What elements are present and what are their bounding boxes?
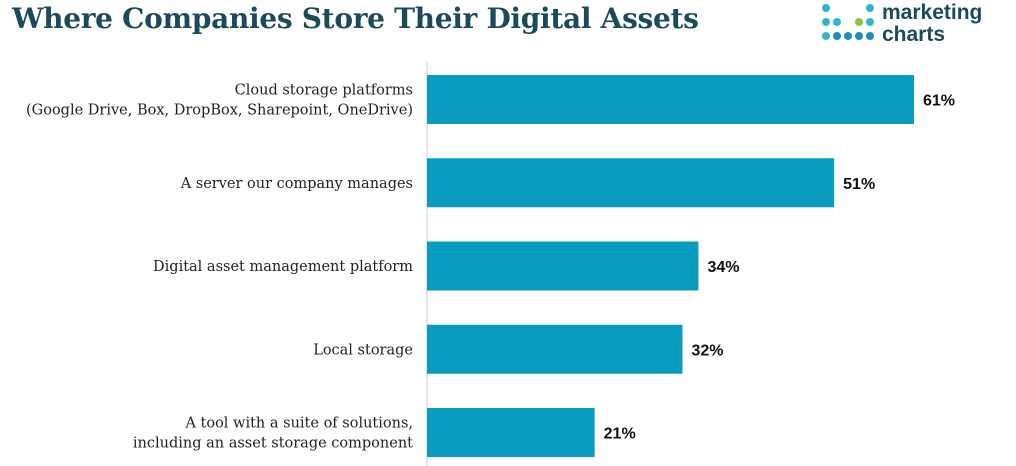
category-label: Cloud storage platforms (Google Drive, Bo… [26, 83, 413, 119]
logo-dot [844, 32, 852, 40]
category-label: Local storage [313, 342, 413, 358]
bar [427, 158, 835, 208]
category-label: Digital asset management platform [153, 259, 413, 275]
data-label: 32% [691, 342, 723, 359]
bar [427, 75, 914, 124]
marketingcharts-logo: marketing charts [820, 2, 1010, 50]
logo-dot [866, 4, 874, 12]
logo-dot [833, 32, 841, 40]
logo-dots-icon [822, 4, 874, 40]
category-label: A tool with a suite of solutions, includi… [133, 416, 413, 452]
bar [427, 408, 595, 457]
logo-dot [833, 18, 841, 26]
logo-text-line2: charts [882, 23, 946, 46]
bar [427, 324, 683, 374]
bar [427, 241, 699, 291]
chart-title: Where Companies Store Their Digital Asse… [12, 2, 699, 35]
data-label: 51% [843, 176, 875, 193]
data-label: 34% [707, 259, 739, 276]
data-label: 21% [604, 426, 636, 443]
logo-dot [866, 32, 874, 40]
logo-dot [855, 32, 863, 40]
logo-dot [855, 18, 863, 26]
logo-text: marketing charts [882, 2, 982, 46]
logo-dot [822, 32, 830, 40]
data-label: 61% [923, 93, 955, 110]
logo-text-line1: marketing [882, 1, 983, 24]
logo-dot [822, 18, 830, 26]
logo-dot [866, 18, 874, 26]
category-label: A server our company manages [180, 176, 413, 192]
logo-dot [822, 4, 830, 12]
